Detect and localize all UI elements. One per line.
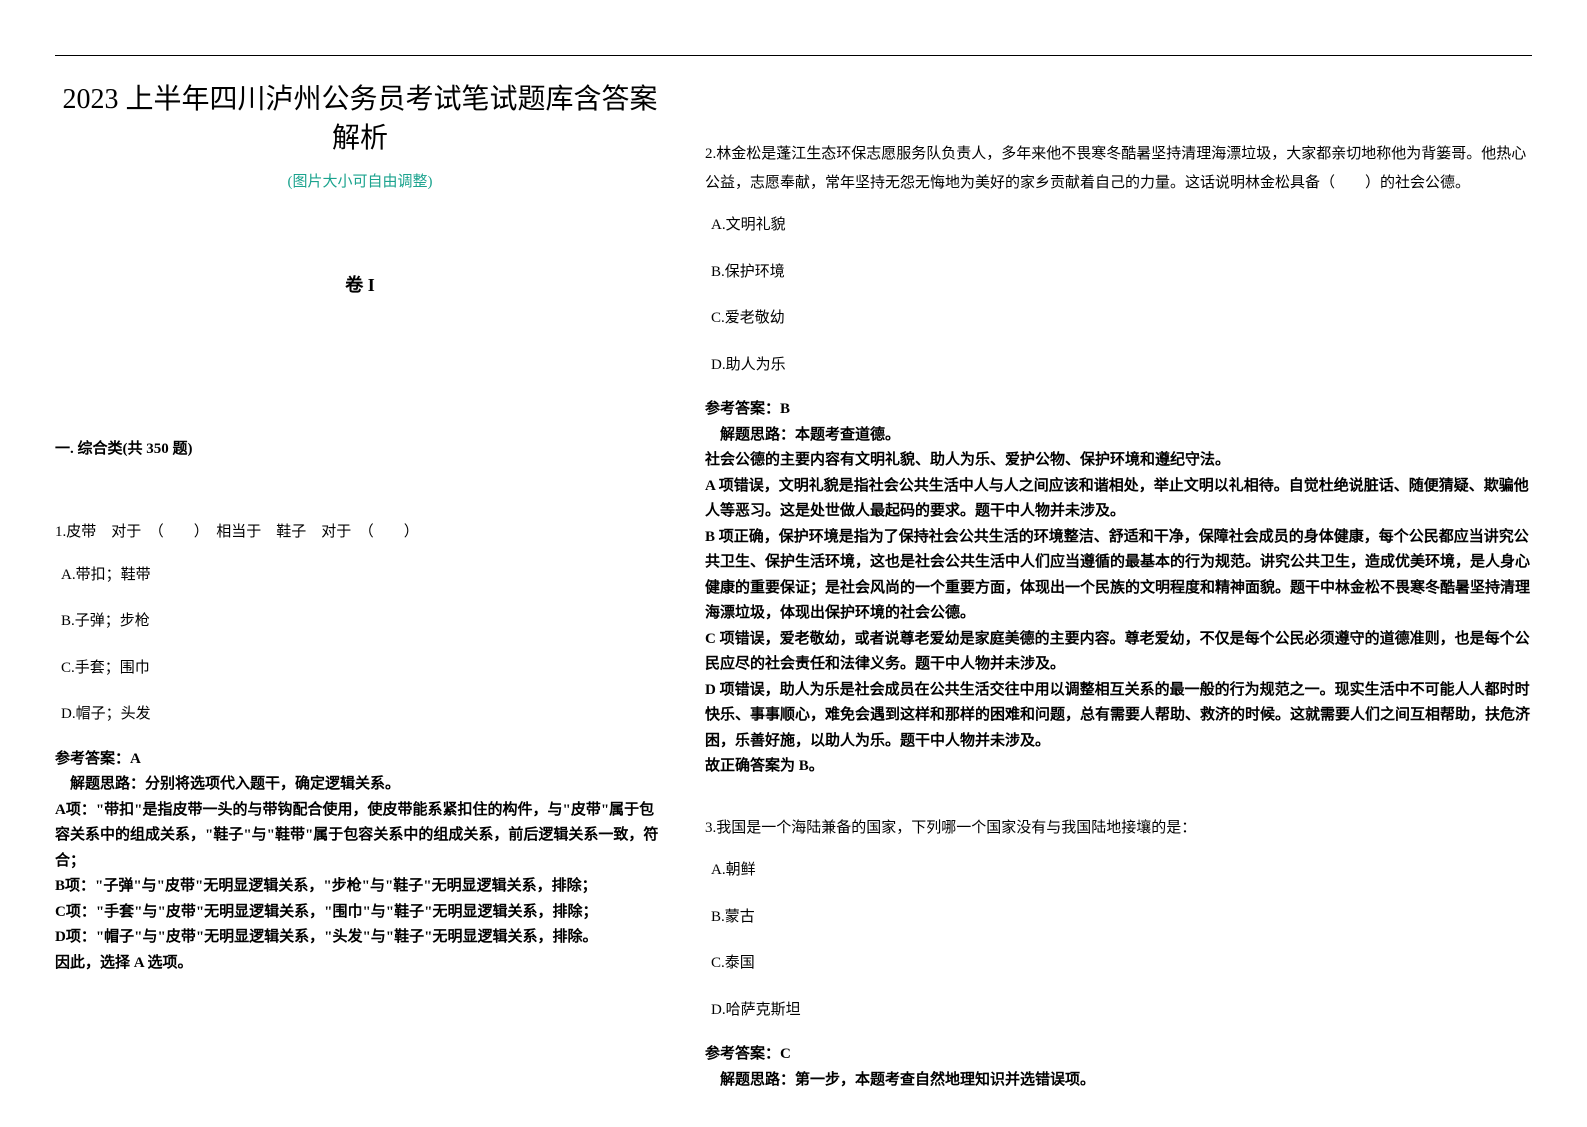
q1-option-c: C.手套；围巾	[55, 654, 665, 683]
q1-answer: 参考答案：A	[55, 747, 665, 773]
q1-option-d: D.帽子；头发	[55, 700, 665, 729]
q1-explain-4: D项："帽子"与"皮带"无明显逻辑关系，"头发"与"鞋子"无明显逻辑关系，排除。	[55, 925, 665, 951]
q2-answer: 参考答案：B	[705, 397, 1532, 423]
q2-explain-6: 故正确答案为 B。	[705, 754, 1532, 780]
q2-explain-3: B 项正确，保护环境是指为了保持社会公共生活的环境整洁、舒适和干净，保障社会成员…	[705, 525, 1532, 627]
q3-stem: 3.我国是一个海陆兼备的国家，下列哪一个国家没有与我国陆地接壤的是：	[705, 814, 1532, 843]
q2-explain-4: C 项错误，爱老敬幼，或者说尊老爱幼是家庭美德的主要内容。尊老爱幼，不仅是每个公…	[705, 627, 1532, 678]
q1-stem: 1.皮带 对于 （ ） 相当于 鞋子 对于 （ ）	[55, 518, 665, 547]
q3-option-a: A.朝鲜	[705, 856, 1532, 885]
q1-explain-2: B项："子弹"与"皮带"无明显逻辑关系，"步枪"与"鞋子"无明显逻辑关系，排除；	[55, 874, 665, 900]
q2-option-c: C.爱老敬幼	[705, 304, 1532, 333]
left-column: 2023 上半年四川泸州公务员考试笔试题库含答案解析 (图片大小可自由调整) 卷…	[55, 80, 665, 1127]
q2-option-d: D.助人为乐	[705, 351, 1532, 380]
q2-explain-2: A 项错误，文明礼貌是指社会公共生活中人与人之间应该和谐相处，举止文明以礼相待。…	[705, 474, 1532, 525]
q1-explain-1: A项："带扣"是指皮带一头的与带钩配合使用，使皮带能系紧扣住的构件，与"皮带"属…	[55, 798, 665, 875]
q2-explain-5: D 项错误，助人为乐是社会成员在公共生活交往中用以调整相互关系的最一般的行为规范…	[705, 678, 1532, 755]
q1-explain-0: 解题思路：分别将选项代入题干，确定逻辑关系。	[55, 772, 665, 798]
q1-explain-5: 因此，选择 A 选项。	[55, 951, 665, 977]
q3-explain-0: 解题思路：第一步，本题考查自然地理知识并选错误项。	[705, 1068, 1532, 1094]
q3-answer: 参考答案：C	[705, 1042, 1532, 1068]
q2-option-b: B.保护环境	[705, 258, 1532, 287]
top-rule	[55, 55, 1532, 56]
q3-option-c: C.泰国	[705, 949, 1532, 978]
q1-explain-3: C项："手套"与"皮带"无明显逻辑关系，"围巾"与"鞋子"无明显逻辑关系，排除；	[55, 900, 665, 926]
document-title: 2023 上半年四川泸州公务员考试笔试题库含答案解析	[55, 80, 665, 158]
q3-option-d: D.哈萨克斯坦	[705, 996, 1532, 1025]
volume-label: 卷 I	[55, 271, 665, 297]
question-3: 3.我国是一个海陆兼备的国家，下列哪一个国家没有与我国陆地接壤的是： A.朝鲜 …	[705, 814, 1532, 1094]
two-column-layout: 2023 上半年四川泸州公务员考试笔试题库含答案解析 (图片大小可自由调整) 卷…	[55, 80, 1532, 1127]
question-2: 2.林金松是蓬江生态环保志愿服务队负责人，多年来他不畏寒冬酷暑坚持清理海漂垃圾，…	[705, 140, 1532, 780]
right-column: 2.林金松是蓬江生态环保志愿服务队负责人，多年来他不畏寒冬酷暑坚持清理海漂垃圾，…	[705, 80, 1532, 1127]
q2-stem: 2.林金松是蓬江生态环保志愿服务队负责人，多年来他不畏寒冬酷暑坚持清理海漂垃圾，…	[705, 140, 1532, 197]
document-subtitle: (图片大小可自由调整)	[55, 170, 665, 191]
q2-explain-1: 社会公德的主要内容有文明礼貌、助人为乐、爱护公物、保护环境和遵纪守法。	[705, 448, 1532, 474]
question-1: 1.皮带 对于 （ ） 相当于 鞋子 对于 （ ） A.带扣；鞋带 B.子弹；步…	[55, 518, 665, 976]
q1-option-a: A.带扣；鞋带	[55, 561, 665, 590]
q3-option-b: B.蒙古	[705, 903, 1532, 932]
q1-option-b: B.子弹；步枪	[55, 607, 665, 636]
q2-explain-0: 解题思路：本题考查道德。	[705, 423, 1532, 449]
q2-option-a: A.文明礼貌	[705, 211, 1532, 240]
section-heading: 一. 综合类(共 350 题)	[55, 437, 665, 458]
